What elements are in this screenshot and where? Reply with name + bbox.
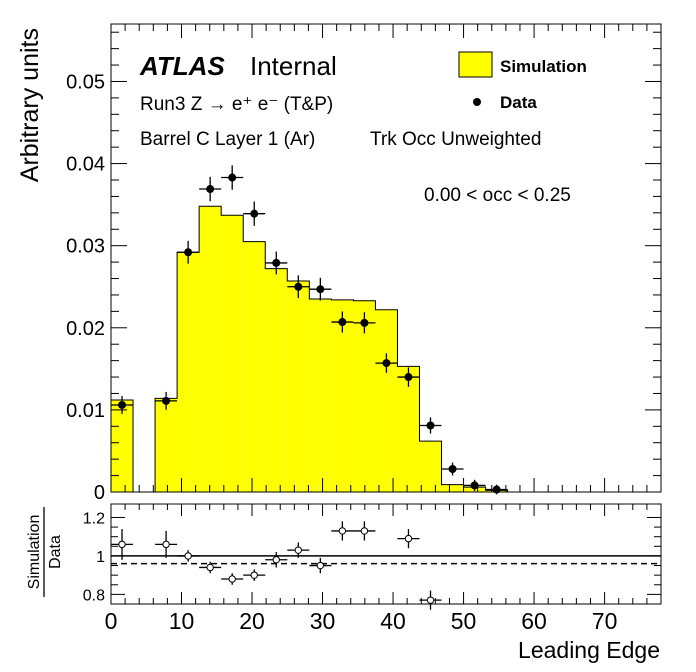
data-point-5 [250, 209, 259, 218]
ratio-point-2 [184, 552, 192, 560]
simulation-bin-5 [221, 215, 244, 492]
data-point-9 [338, 318, 347, 327]
ratio-point-11 [404, 534, 413, 543]
internal-label: Internal [250, 51, 337, 81]
data-point-6 [272, 258, 281, 267]
ratio-point-8 [316, 561, 325, 570]
simulation-bin-7 [265, 268, 288, 492]
main-y-tick-label-2: 0.02 [66, 318, 105, 340]
simulation-bin-9 [309, 299, 332, 492]
ratio-y-denominator: Data [47, 535, 64, 569]
legend: Simulation Data [458, 51, 587, 112]
ratio-point-12 [426, 596, 435, 604]
simulation-histogram [110, 205, 509, 493]
ratio-y-tick-label-1: 1 [96, 549, 105, 566]
legend-data-label: Data [500, 93, 537, 112]
ratio-reference-lines [111, 555, 661, 565]
main-y-tick-label-1: 0.01 [66, 400, 105, 422]
ratio-x-tick-label-4: 40 [380, 608, 406, 634]
ratio-points [111, 521, 442, 610]
simulation-bin-6 [243, 241, 266, 492]
legend-data-marker [473, 98, 481, 106]
ratio-point-10 [360, 527, 369, 535]
main-y-tick-label-5: 0.05 [66, 71, 105, 93]
data-point-0 [118, 400, 127, 409]
data-point-3 [206, 185, 215, 194]
main-y-tick-label-4: 0.04 [66, 154, 105, 176]
ratio-point-3 [206, 563, 214, 572]
atlas-label: ATLAS [139, 51, 225, 81]
ratio-frame [110, 503, 662, 605]
data-point-15 [470, 481, 479, 490]
data-point-4 [228, 173, 237, 182]
ratio-point-5 [250, 571, 258, 579]
ratio-x-tick-label-1: 10 [169, 608, 195, 634]
ratio-y-numerator: Simulation [26, 515, 43, 590]
ratio-x-tick-label-3: 30 [310, 608, 336, 634]
weighting-label: Trk Occ Unweighted [370, 129, 541, 150]
simulation-bin-2 [155, 398, 178, 492]
simulation-bin-4 [199, 206, 222, 492]
main-panel: 0 0.01 0.02 0.03 0.04 0.05 [66, 23, 662, 504]
ratio-axes: 0.8 1 1.2 0 10 20 30 40 50 60 70 [83, 504, 661, 634]
run-label: Run3 Z → e⁺ e⁻ (T&P) [140, 94, 333, 115]
x-axis-title: Leading Edge [518, 637, 660, 663]
ratio-panel: 0.8 1 1.2 0 10 20 30 40 50 60 70 [83, 503, 662, 634]
ratio-x-tick-label-0: 0 [105, 608, 118, 634]
ratio-x-tick-label-7: 70 [592, 608, 618, 634]
data-point-8 [316, 285, 325, 294]
simulation-bin-14 [419, 441, 442, 492]
ratio-y-tick-label-2: 1.2 [83, 510, 105, 527]
data-point-7 [294, 282, 303, 291]
ratio-point-6 [272, 556, 280, 564]
legend-simulation-label: Simulation [500, 57, 587, 76]
data-point-10 [360, 318, 369, 327]
ratio-y-tick-label-0: 0.8 [83, 587, 105, 604]
main-y-tick-label-0: 0 [94, 482, 105, 504]
ratio-point-7 [294, 546, 302, 554]
simulation-bin-10 [331, 299, 354, 492]
data-point-1 [162, 396, 171, 405]
data-point-2 [184, 248, 193, 257]
ratio-point-0 [118, 540, 126, 549]
main-axes: 0 0.01 0.02 0.03 0.04 0.05 [66, 24, 661, 504]
ratio-y-axis-title: Simulation Data [26, 507, 64, 597]
simulation-bin-11 [353, 300, 376, 492]
simulation-bin-0 [111, 400, 134, 492]
ratio-x-tick-label-5: 50 [451, 608, 477, 634]
data-point-14 [448, 465, 457, 474]
detector-label: Barrel C Layer 1 (Ar) [140, 129, 315, 150]
simulation-bin-3 [177, 252, 200, 492]
ratio-point-4 [228, 575, 236, 583]
ratio-point-1 [162, 540, 170, 549]
data-point-13 [426, 421, 435, 430]
ratio-x-tick-label-6: 60 [521, 608, 547, 634]
main-frame [110, 23, 662, 493]
ratio-x-tick-label-2: 20 [239, 608, 265, 634]
simulation-outline [110, 205, 509, 493]
y-axis-title: Arbitrary units [16, 28, 44, 182]
data-point-12 [404, 373, 413, 382]
simulation-bin-8 [287, 280, 310, 492]
simulation-bin-15 [441, 484, 464, 492]
data-point-11 [382, 359, 391, 368]
occupancy-range-label: 0.00 < occ < 0.25 [424, 185, 571, 206]
main-y-tick-label-3: 0.03 [66, 236, 105, 258]
ratio-point-9 [338, 527, 347, 535]
simulation-bin-13 [397, 366, 420, 492]
legend-simulation-swatch [458, 51, 493, 78]
simulation-bin-12 [375, 309, 398, 492]
